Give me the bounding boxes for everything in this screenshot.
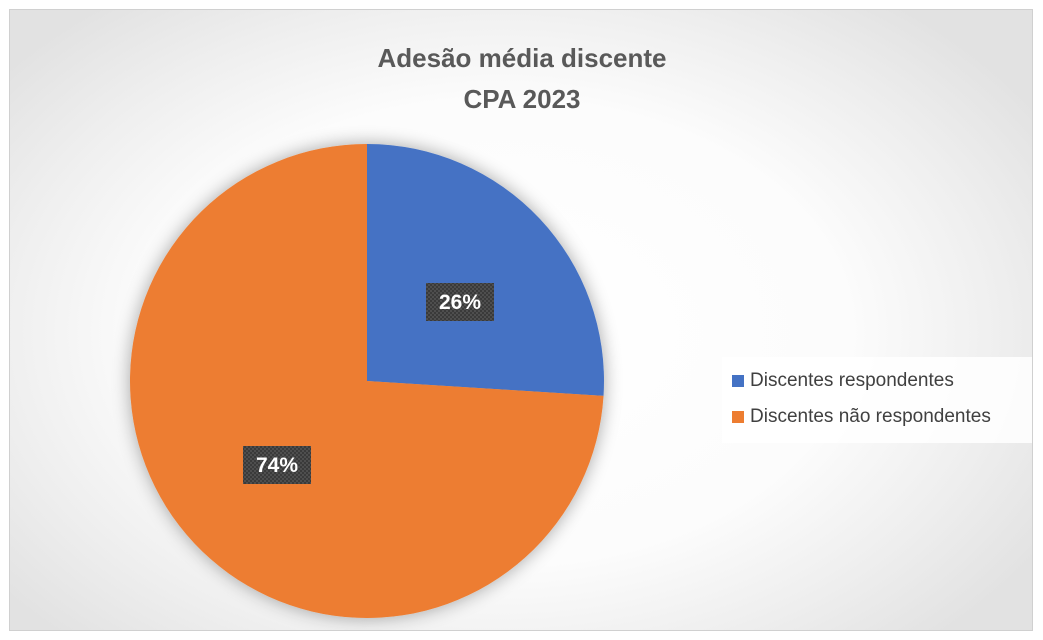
data-label-box-respondentes xyxy=(426,283,494,321)
data-label-box-nao-respondentes xyxy=(243,446,311,484)
legend-item-respondentes: Discentes respondentes xyxy=(732,367,954,395)
pie-chart: 26% 74% xyxy=(130,144,604,618)
pie-slice-nao-respondentes xyxy=(130,144,604,618)
data-label-text-respondentes: 26% xyxy=(439,291,481,314)
chart-title: Adesão média discente xyxy=(377,43,667,73)
data-label-text-nao-respondentes: 74% xyxy=(256,454,298,477)
chart-subtitle: CPA 2023 xyxy=(463,84,581,114)
legend-label-respondentes: Discentes respondentes xyxy=(750,370,954,391)
data-label-nao-respondentes: 74% xyxy=(243,446,311,484)
data-label-respondentes: 26% xyxy=(426,283,494,321)
chart-area: Adesão média discente CPA 2023 26% 74% Di… xyxy=(9,9,1033,631)
legend-item-nao-respondentes: Discentes não respondentes xyxy=(732,403,991,431)
legend-label-nao-respondentes: Discentes não respondentes xyxy=(750,406,991,427)
chart-legend: Discentes respondentes Discentes não res… xyxy=(722,357,1032,443)
pie-slice-respondentes xyxy=(367,144,604,396)
legend-swatch-respondentes xyxy=(732,375,744,387)
legend-swatch-nao-respondentes xyxy=(732,411,744,423)
